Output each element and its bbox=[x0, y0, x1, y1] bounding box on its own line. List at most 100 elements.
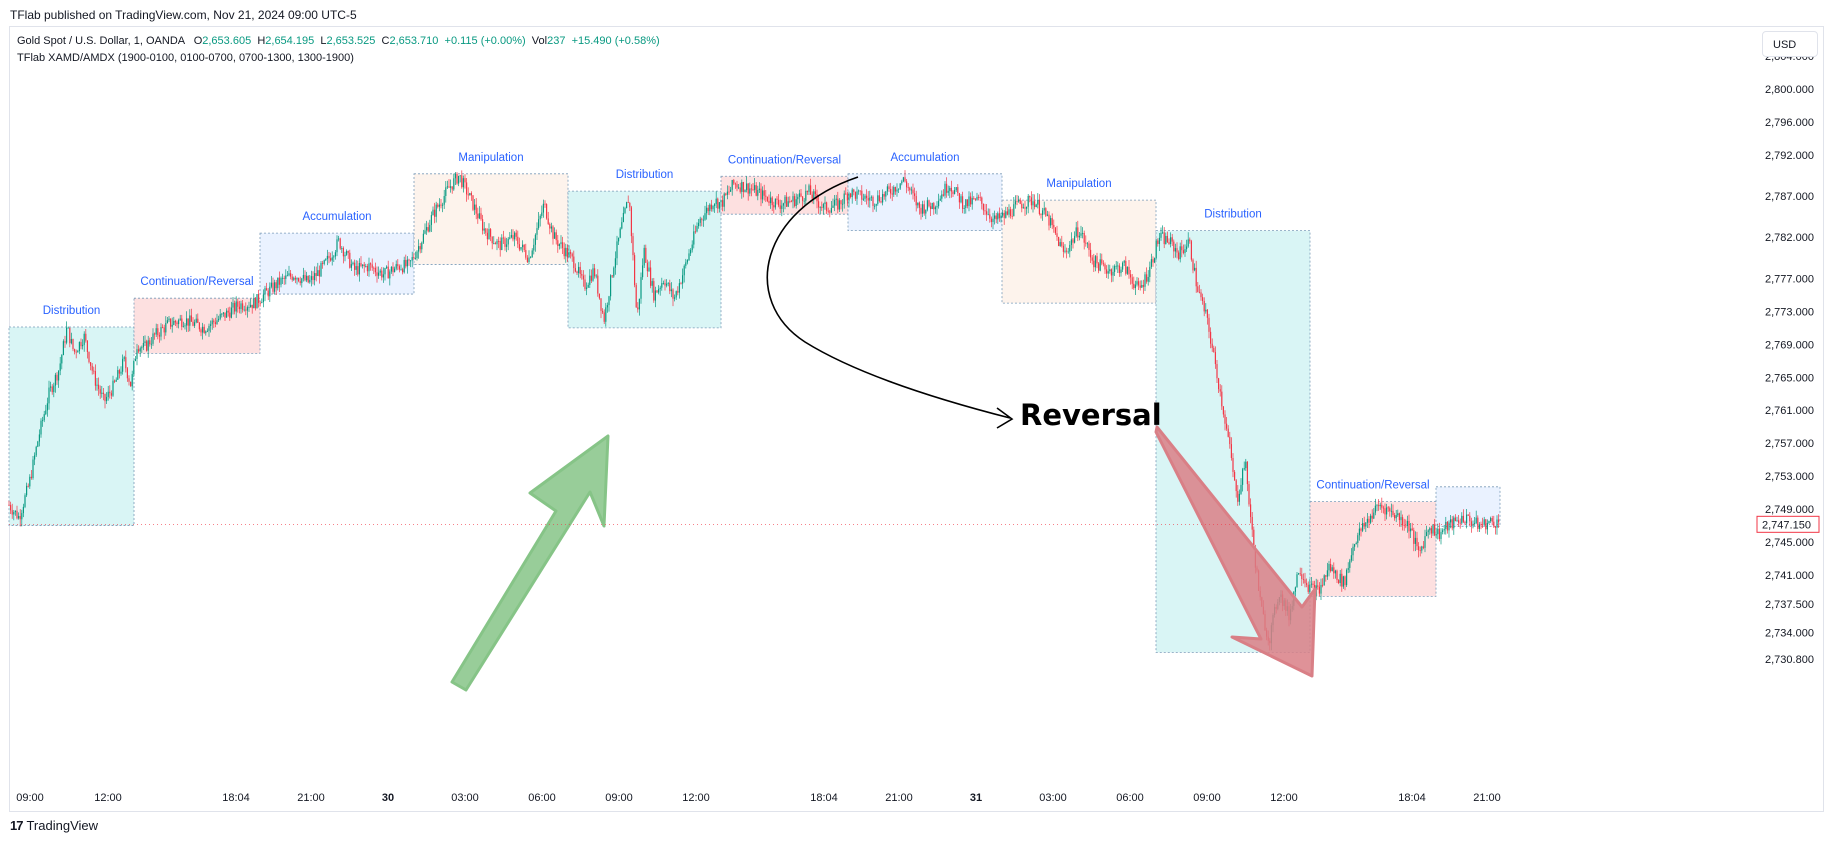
x-tick-label: 06:00 bbox=[1116, 792, 1144, 804]
tradingview-brand[interactable]: 17 TradingView bbox=[10, 818, 98, 833]
candle-body bbox=[331, 257, 333, 261]
candle-body bbox=[792, 196, 794, 202]
candle-body bbox=[189, 315, 191, 326]
ohlc-legend: Gold Spot / U.S. Dollar, 1, OANDA O2,653… bbox=[17, 35, 660, 47]
candle-body bbox=[259, 302, 261, 304]
candle-body bbox=[926, 200, 928, 210]
candle-body bbox=[474, 204, 476, 210]
candle-body bbox=[326, 255, 328, 260]
candle-body bbox=[456, 173, 458, 184]
candle-body bbox=[674, 297, 676, 299]
candle-body bbox=[813, 191, 815, 199]
candle-body bbox=[90, 362, 92, 366]
candle-body bbox=[432, 209, 434, 216]
candle-body bbox=[1445, 521, 1447, 529]
candle-body bbox=[62, 341, 64, 356]
candle-body bbox=[1192, 259, 1194, 271]
candle-body bbox=[858, 190, 860, 192]
candle-body bbox=[1440, 531, 1442, 539]
candle-body bbox=[1301, 574, 1303, 579]
candle-body bbox=[261, 302, 263, 304]
candle-body bbox=[26, 485, 28, 496]
candle-body bbox=[107, 391, 109, 397]
candle-body bbox=[38, 434, 40, 442]
candle-body bbox=[925, 209, 927, 214]
candle-body bbox=[1318, 586, 1320, 594]
candle-body bbox=[277, 277, 279, 289]
tradingview-logo-icon: 17 bbox=[10, 818, 24, 833]
symbol-label[interactable]: Gold Spot / U.S. Dollar, 1, OANDA bbox=[17, 35, 185, 47]
candle-body bbox=[435, 204, 437, 217]
candle-body bbox=[909, 187, 911, 191]
candle-body bbox=[1432, 524, 1434, 534]
candle-body bbox=[936, 206, 938, 208]
candle-body bbox=[59, 363, 61, 371]
candle-body bbox=[496, 240, 498, 245]
candle-body bbox=[666, 283, 668, 286]
candle-body bbox=[1405, 525, 1407, 527]
candle-body bbox=[730, 189, 732, 192]
session-box-continuation[interactable] bbox=[720, 175, 849, 215]
publisher-credit: TFlab published on TradingView.com, Nov … bbox=[10, 8, 357, 22]
candle-body bbox=[710, 204, 712, 210]
currency-button[interactable]: USD bbox=[1762, 31, 1818, 57]
candle-body bbox=[741, 182, 743, 192]
candle-body bbox=[672, 289, 674, 299]
candle-body bbox=[918, 202, 920, 208]
candle-body bbox=[123, 357, 125, 359]
session-box-accumulation[interactable] bbox=[847, 173, 1003, 232]
candle-body bbox=[542, 203, 544, 213]
session-box-manipulation[interactable] bbox=[1001, 199, 1157, 304]
candle-body bbox=[1242, 469, 1244, 485]
candle-body bbox=[421, 242, 423, 250]
candle-body bbox=[330, 258, 332, 261]
candle-body bbox=[661, 283, 663, 288]
candle-body bbox=[1429, 528, 1431, 531]
candle-body bbox=[899, 183, 901, 189]
candle-body bbox=[547, 218, 549, 225]
x-axis[interactable]: 09:00 12:00 18:04 21:00 30 03:00 06:00 09:00 12:… bbox=[16, 792, 1501, 804]
candle-body bbox=[256, 294, 258, 309]
candle-body bbox=[408, 259, 410, 261]
candle-body bbox=[592, 268, 594, 281]
candle-body bbox=[200, 329, 202, 333]
candle-body bbox=[266, 288, 268, 291]
candle-body bbox=[74, 349, 76, 352]
session-box-distribution[interactable] bbox=[8, 326, 135, 526]
candle-body bbox=[637, 307, 639, 310]
candle-body bbox=[461, 175, 463, 188]
candle-body bbox=[128, 378, 130, 382]
candle-body bbox=[110, 393, 112, 396]
candle-body bbox=[520, 247, 522, 250]
candle-body bbox=[1150, 259, 1152, 267]
candle-body bbox=[485, 228, 487, 233]
y-axis[interactable]: 2,804.0002,800.0002,796.0002,792.0002,78… bbox=[1765, 51, 1814, 666]
candle-body bbox=[629, 202, 631, 208]
session-box-continuation[interactable] bbox=[1309, 501, 1437, 597]
candle-body bbox=[1245, 461, 1247, 469]
candle-body bbox=[562, 242, 564, 249]
candle-body bbox=[1253, 529, 1255, 549]
candle-body bbox=[814, 191, 816, 195]
candle-body bbox=[219, 314, 221, 319]
candle-body bbox=[861, 190, 863, 200]
candle-body bbox=[1453, 517, 1455, 529]
candle-body bbox=[968, 196, 970, 207]
candle-body bbox=[178, 320, 180, 325]
candle-body bbox=[427, 227, 429, 232]
candle-body bbox=[808, 185, 810, 192]
candle-body bbox=[819, 206, 821, 208]
candle-body bbox=[869, 197, 871, 201]
indicator-legend[interactable]: TFlab XAMD/AMDX (1900-0100, 0100-0700, 0… bbox=[17, 52, 354, 64]
x-tick-label: 03:00 bbox=[1039, 792, 1067, 804]
candle-body bbox=[379, 270, 381, 273]
candle-body bbox=[685, 262, 687, 266]
candle-body bbox=[774, 198, 776, 208]
candle-body bbox=[811, 194, 813, 199]
candle-body bbox=[726, 191, 728, 195]
session-box-manipulation[interactable] bbox=[413, 173, 569, 265]
candle-body bbox=[101, 392, 103, 394]
candle-body bbox=[630, 207, 632, 237]
session-box-accumulation[interactable] bbox=[1435, 486, 1501, 527]
